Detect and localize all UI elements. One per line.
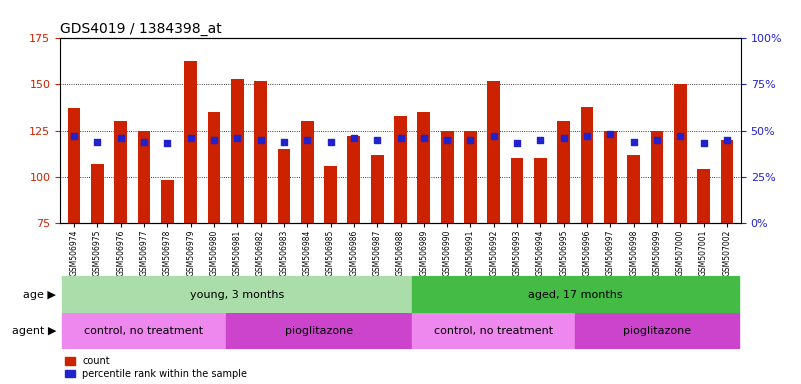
Point bbox=[487, 133, 500, 139]
Bar bbox=[138, 131, 151, 223]
Bar bbox=[161, 180, 174, 223]
Bar bbox=[62, 313, 226, 349]
Text: age ▶: age ▶ bbox=[23, 290, 56, 300]
Bar bbox=[394, 116, 407, 223]
Point bbox=[184, 135, 197, 141]
Bar bbox=[464, 131, 477, 223]
Point bbox=[581, 133, 594, 139]
Bar bbox=[207, 112, 220, 223]
Bar bbox=[371, 154, 384, 223]
Point bbox=[650, 137, 663, 143]
Text: agent ▶: agent ▶ bbox=[12, 326, 56, 336]
Point bbox=[627, 139, 640, 145]
Point bbox=[394, 135, 407, 141]
Point bbox=[557, 135, 570, 141]
Bar bbox=[627, 154, 640, 223]
Bar bbox=[301, 121, 314, 223]
Bar bbox=[697, 169, 710, 223]
Point bbox=[721, 137, 734, 143]
Point bbox=[348, 135, 360, 141]
Text: control, no treatment: control, no treatment bbox=[84, 326, 203, 336]
Bar bbox=[721, 140, 734, 223]
Text: control, no treatment: control, no treatment bbox=[434, 326, 553, 336]
Bar bbox=[348, 136, 360, 223]
Point bbox=[417, 135, 430, 141]
Bar bbox=[226, 313, 413, 349]
Point bbox=[115, 135, 127, 141]
Bar bbox=[413, 313, 575, 349]
Bar bbox=[254, 81, 267, 223]
Bar bbox=[581, 107, 594, 223]
Text: aged, 17 months: aged, 17 months bbox=[528, 290, 622, 300]
Bar bbox=[487, 81, 500, 223]
Point bbox=[534, 137, 547, 143]
Point bbox=[161, 141, 174, 147]
Point bbox=[91, 139, 104, 145]
Bar bbox=[413, 276, 739, 313]
Point bbox=[301, 137, 314, 143]
Text: pioglitazone: pioglitazone bbox=[623, 326, 691, 336]
Point bbox=[231, 135, 244, 141]
Bar bbox=[441, 131, 453, 223]
Bar bbox=[91, 164, 104, 223]
Bar bbox=[650, 131, 663, 223]
Bar bbox=[417, 112, 430, 223]
Bar bbox=[62, 276, 413, 313]
Bar bbox=[184, 61, 197, 223]
Bar bbox=[277, 149, 290, 223]
Bar bbox=[575, 313, 739, 349]
Text: pioglitazone: pioglitazone bbox=[285, 326, 353, 336]
Point bbox=[277, 139, 290, 145]
Bar bbox=[324, 166, 337, 223]
Point bbox=[254, 137, 267, 143]
Bar bbox=[511, 158, 524, 223]
Bar bbox=[674, 84, 686, 223]
Bar bbox=[534, 158, 547, 223]
Bar bbox=[557, 121, 570, 223]
Bar bbox=[231, 79, 244, 223]
Point bbox=[697, 141, 710, 147]
Bar bbox=[67, 108, 80, 223]
Point bbox=[324, 139, 337, 145]
Bar bbox=[604, 131, 617, 223]
Text: young, 3 months: young, 3 months bbox=[190, 290, 284, 300]
Point bbox=[441, 137, 453, 143]
Point bbox=[464, 137, 477, 143]
Point bbox=[207, 137, 220, 143]
Point bbox=[674, 133, 686, 139]
Text: GDS4019 / 1384398_at: GDS4019 / 1384398_at bbox=[60, 23, 222, 36]
Bar bbox=[115, 121, 127, 223]
Point bbox=[511, 141, 524, 147]
Point bbox=[67, 133, 80, 139]
Legend: count, percentile rank within the sample: count, percentile rank within the sample bbox=[65, 356, 248, 379]
Point bbox=[371, 137, 384, 143]
Point bbox=[138, 139, 151, 145]
Point bbox=[604, 131, 617, 137]
